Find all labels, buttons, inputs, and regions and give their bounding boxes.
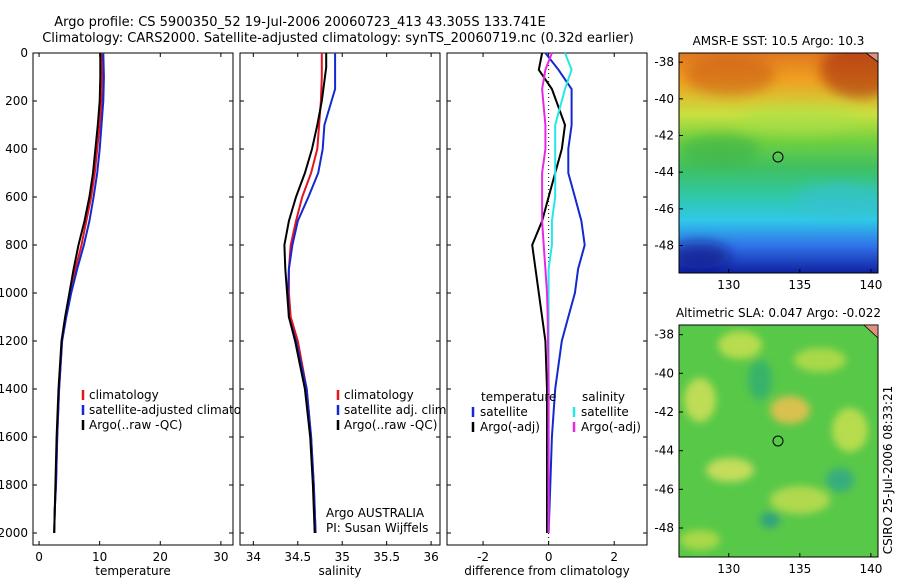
x-tick-label: -2 (477, 550, 489, 564)
legend-label: Argo(-adj) (581, 420, 641, 434)
y-tick-label: 1800 (0, 478, 28, 492)
series-line (544, 52, 586, 534)
y-tick-label: 0 (20, 46, 28, 60)
y-tick-label: -48 (654, 239, 674, 253)
map-title: AMSR-E SST: 10.5 Argo: 10.3 (693, 34, 865, 48)
x-tick-label: 130 (717, 278, 740, 292)
x-axis-label: difference from climatology (464, 564, 630, 578)
sla-map (678, 324, 879, 558)
credit-text: CSIRO 25-Jul-2006 08:33:21 (881, 386, 895, 554)
series-line (283, 53, 328, 534)
x-tick-label: 140 (859, 278, 882, 292)
y-tick-label: 800 (5, 238, 28, 252)
y-tick-label: 1600 (0, 430, 28, 444)
profile-panel-2: 34 34.5 35 35.5 36 salinity climatologysatelli… (239, 52, 450, 578)
x-tick-label: 135 (788, 278, 811, 292)
annotation-text: Argo AUSTRALIA (326, 506, 425, 520)
legend-label: Argo(..raw -QC) (89, 418, 182, 432)
x-tick-label: 35.5 (373, 550, 400, 564)
x-tick-label: 30 (213, 550, 228, 564)
argo-location-marker (772, 151, 784, 163)
figure-title-line1: Argo profile: CS 5900350_52 19-Jul-2006 … (54, 15, 545, 30)
legend-header: salinity (582, 390, 625, 404)
map-axes-1: AMSR-E SST: 10.5 Argo: 10.3 130 135 140 -38 -… (654, 34, 882, 292)
x-tick-label: 36 (423, 550, 438, 564)
y-tick-label: 200 (5, 94, 28, 108)
x-axis-label: salinity (318, 564, 361, 578)
x-axis-label: temperature (95, 564, 170, 578)
legend-label: satellite adj. clim. (344, 403, 450, 417)
y-tick-label: -46 (654, 482, 674, 496)
x-tick-label: 0 (545, 550, 553, 564)
y-tick-label: -42 (654, 405, 674, 419)
plot-frame (239, 52, 441, 546)
y-tick-label: -38 (654, 328, 674, 342)
sst-map (678, 52, 879, 274)
plot-frame (32, 52, 234, 546)
y-tick-label: -44 (654, 165, 674, 179)
x-tick-label: 140 (859, 562, 882, 576)
x-tick-label: 10 (92, 550, 107, 564)
x-tick-label: 130 (717, 562, 740, 576)
legend-header: temperature (481, 390, 556, 404)
legend-label: satellite (581, 405, 629, 419)
profile-panel-1: 0 10 20 30 temperature 0 200 400 600 800 1000 1200 1… (0, 46, 267, 578)
map-title: Altimetric SLA: 0.047 Argo: -0.022 (676, 306, 881, 320)
legend-label: satellite-adjusted climatology (89, 403, 267, 417)
x-tick-label: 35 (335, 550, 350, 564)
y-tick-label: 600 (5, 190, 28, 204)
x-tick-label: 34.5 (284, 550, 311, 564)
profile-panels: 0 10 20 30temperature0200400600800100012001… (0, 46, 648, 578)
legend-label: climatology (344, 388, 414, 402)
x-tick-label: 20 (153, 550, 168, 564)
y-tick-label: 2000 (0, 526, 28, 540)
y-tick-label: -40 (654, 92, 674, 106)
y-tick-label: -42 (654, 129, 674, 143)
y-tick-label: 1400 (0, 382, 28, 396)
series-line (541, 52, 553, 533)
series-line (286, 53, 337, 534)
argo-location-marker (772, 435, 784, 447)
y-tick-label: 1000 (0, 286, 28, 300)
y-tick-label: -40 (654, 366, 674, 380)
figure-title-line2: Climatology: CARS2000. Satellite-adjuste… (42, 31, 634, 46)
legend-label: climatology (89, 388, 159, 402)
series-line (53, 53, 102, 534)
map-axes-2: Altimetric SLA: 0.047 Argo: -0.022 130 135… (654, 306, 882, 576)
y-tick-label: -44 (654, 444, 674, 458)
legend-label: Argo(..raw -QC) (344, 418, 437, 432)
x-tick-label: 0 (35, 550, 43, 564)
annotation-text: PI: Susan Wijffels (326, 521, 428, 535)
x-tick-label: 2 (610, 550, 618, 564)
x-tick-label: 135 (788, 562, 811, 576)
y-tick-label: -48 (654, 521, 674, 535)
series-line (531, 52, 567, 533)
legend-label: satellite (480, 405, 528, 419)
y-tick-label: -38 (654, 55, 674, 69)
legend: temperature salinitysatelliteArgo(-adj)sa… (471, 390, 641, 434)
y-tick-label: -46 (654, 202, 674, 216)
x-tick-label: 34 (246, 550, 261, 564)
legend-label: Argo(-adj) (480, 420, 540, 434)
y-tick-label: 400 (5, 142, 28, 156)
y-tick-label: 1200 (0, 334, 28, 348)
